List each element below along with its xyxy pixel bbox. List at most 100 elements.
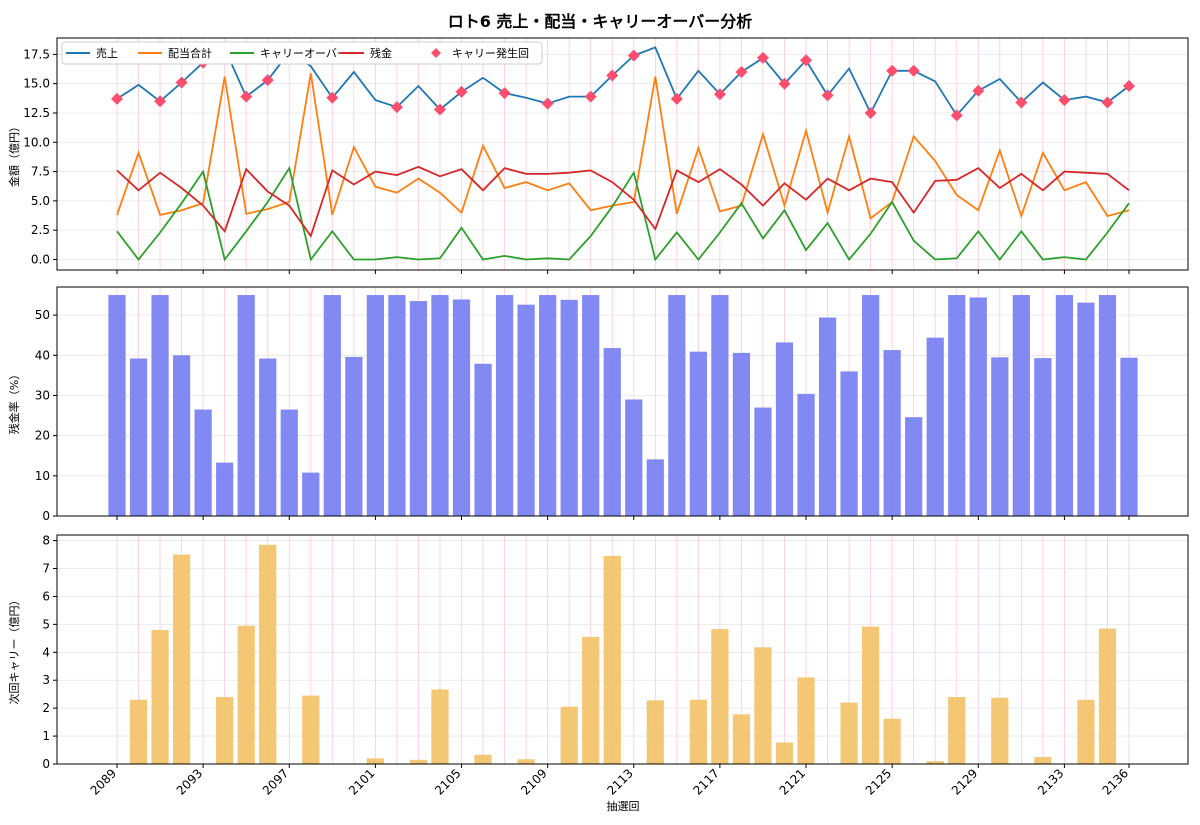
bar (1012, 295, 1030, 516)
bar (862, 295, 880, 516)
bar (883, 718, 901, 764)
bar (366, 295, 384, 516)
bar (172, 554, 191, 764)
bar (259, 358, 277, 516)
y-tick-label: 50 (35, 308, 50, 322)
bar (775, 342, 794, 516)
x-tick-label: 2105 (432, 766, 463, 797)
bar (732, 352, 751, 516)
bar (216, 462, 234, 516)
bar (388, 295, 406, 516)
bar (237, 625, 255, 764)
bar (194, 409, 212, 516)
y-axis-label: 残金率（%） (7, 369, 21, 434)
carry-marker (498, 87, 511, 100)
carry-marker (584, 90, 597, 103)
legend-swatch (431, 48, 441, 58)
bar (948, 696, 966, 764)
y-axis-label: 金額（億円） (7, 121, 21, 187)
bar (345, 356, 363, 516)
legend-label: 売上 (96, 47, 118, 60)
panel-residual-ratio: 0 10 20 30 40 50 残金率（%） (7, 286, 1189, 523)
bar (495, 295, 514, 516)
chart-title: ロト6 売上・配当・キャリーオーバー分析 (448, 12, 753, 31)
carry-marker (261, 74, 274, 87)
bar (302, 472, 320, 516)
bar (431, 689, 449, 764)
x-tick-label: 2121 (777, 766, 808, 797)
legend-box (61, 41, 543, 65)
bar (517, 759, 535, 764)
carry-marker (864, 106, 877, 119)
carry-marker (326, 91, 339, 104)
bar (1077, 302, 1095, 516)
bar (603, 348, 621, 516)
y-tick-label: 17.5 (23, 47, 50, 61)
bar (991, 357, 1009, 516)
bar (280, 409, 298, 516)
legend-label: 配当合計 (168, 46, 212, 60)
x-tick-label: 2133 (1035, 766, 1066, 797)
bar (711, 295, 729, 516)
x-tick-label: 2117 (691, 766, 722, 797)
bar (818, 317, 837, 516)
carry-marker (886, 64, 899, 77)
bar (474, 754, 492, 764)
bar (302, 695, 320, 764)
carry-marker (907, 64, 920, 77)
y-tick-label: 10 (35, 469, 50, 483)
x-tick-label: 2136 (1100, 766, 1131, 797)
carry-marker (821, 89, 834, 102)
y-tick-label: 8 (42, 534, 50, 548)
y-tick-label: 30 (35, 388, 50, 402)
y-tick-label: 10.0 (23, 135, 50, 149)
y-tick-label: 6 (42, 589, 50, 603)
carry-marker (390, 101, 403, 114)
bar (991, 697, 1009, 764)
legend-label: キャリーオーバー (260, 47, 348, 60)
bar (237, 295, 255, 516)
x-tick-label: 2113 (604, 766, 635, 797)
bar (732, 714, 751, 764)
carry-marker (1123, 80, 1135, 93)
bar (151, 629, 169, 764)
carry-marker (606, 69, 619, 82)
x-tick-label: 2089 (88, 766, 119, 797)
carry-marker (670, 92, 683, 105)
y-tick-label: 7.5 (31, 165, 50, 179)
bar (646, 459, 664, 516)
series-line-residual (116, 165, 1130, 238)
bar (625, 399, 643, 516)
bar (1034, 757, 1052, 764)
bar (409, 759, 428, 764)
carry-marker (240, 90, 253, 103)
bar (129, 358, 148, 516)
bar (926, 337, 944, 516)
bar (754, 407, 772, 516)
bar (560, 299, 578, 516)
bar (517, 304, 535, 516)
bar (969, 297, 987, 516)
bar (560, 706, 578, 764)
bar (172, 355, 191, 516)
bar (926, 761, 944, 764)
bar (754, 647, 772, 764)
carry-marker (778, 77, 791, 90)
bar (1034, 358, 1052, 516)
carry-marker (800, 54, 813, 67)
bar (582, 295, 600, 516)
carry-marker (433, 103, 446, 116)
x-tick-label: 2101 (346, 766, 377, 797)
x-tick-label: 2125 (863, 766, 894, 797)
bar (840, 371, 858, 516)
bar (689, 351, 707, 516)
carry-marker (455, 85, 468, 98)
y-tick-label: 0 (42, 509, 50, 523)
y-tick-label: 12.5 (23, 106, 50, 120)
bar (646, 700, 664, 764)
bar (905, 417, 923, 516)
axes-frame (56, 37, 1189, 271)
bar (452, 299, 471, 516)
y-tick-label: 0 (42, 757, 50, 771)
legend-label: キャリー発生回 (452, 46, 529, 60)
